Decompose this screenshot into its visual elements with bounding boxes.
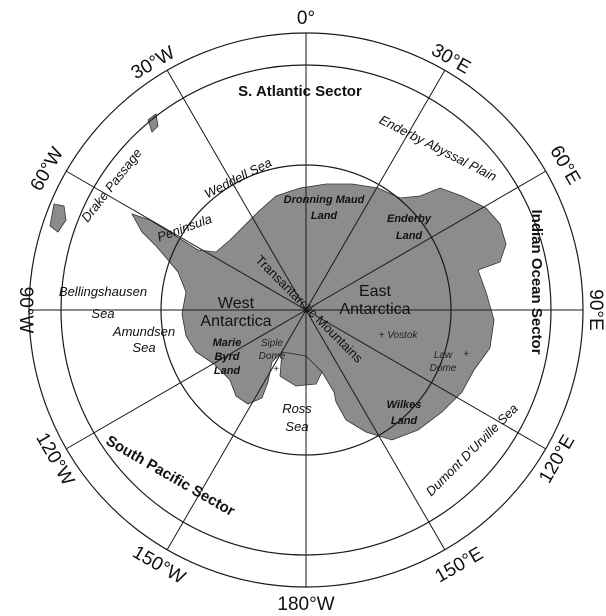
sector-indian: Indian Ocean Sector — [528, 209, 545, 354]
label-west-antarctica: Antarctica — [200, 313, 271, 330]
label-law: Law — [434, 350, 453, 361]
meridians — [29, 33, 583, 587]
meridian-30w — [166, 69, 307, 311]
label-ross-sea: Sea — [285, 419, 308, 434]
label-law-dome: Dome — [430, 363, 457, 374]
label-west: West — [218, 295, 255, 312]
south-america-tip — [147, 113, 159, 133]
meridian-60e — [305, 170, 547, 311]
label-enderby-abyssal-plain: Enderby Abyssal Plain — [377, 112, 499, 184]
label-siple: Siple — [261, 338, 284, 349]
label-150e: 150°E — [431, 543, 487, 587]
label-enderby-land: Land — [396, 230, 423, 242]
label-bellingshausen-sea: Sea — [91, 306, 114, 321]
label-90w: 90°W — [15, 287, 36, 334]
sector-atlantic: S. Atlantic Sector — [238, 83, 362, 100]
sector-pacific: South Pacific Sector — [103, 432, 238, 520]
label-120w: 120°W — [31, 429, 78, 489]
label-0: 0° — [297, 8, 315, 29]
label-wilkes-land: Land — [391, 415, 418, 427]
label-byrd-land: Land — [214, 365, 241, 377]
label-weddell-sea: Weddell Sea — [202, 155, 274, 202]
label-30e: 30°E — [428, 40, 474, 79]
label-60w: 60°W — [26, 144, 68, 195]
label-ross: Ross — [282, 401, 312, 416]
label-bellingshausen: Bellingshausen — [59, 284, 147, 299]
label-byrd: Byrd — [214, 351, 239, 363]
meridian-150e — [305, 309, 446, 551]
law-dome-marker: + — [463, 349, 469, 360]
label-marie: Marie — [213, 337, 242, 349]
label-east: East — [359, 283, 392, 300]
siple-dome-marker: + — [273, 364, 279, 375]
label-drake-passage: Drake Passage — [78, 146, 145, 225]
label-wilkes: Wilkes — [387, 399, 422, 411]
meridian-60w — [65, 170, 307, 311]
label-enderby: Enderby — [387, 213, 432, 225]
label-dronning-maud-land: Land — [311, 210, 338, 222]
label-180w: 180°W — [277, 594, 334, 615]
label-120e: 120°E — [535, 431, 579, 487]
label-90e: 90°E — [585, 289, 606, 330]
label-150w: 150°W — [129, 542, 189, 589]
label-vostok: + Vostok — [379, 330, 419, 341]
label-amundsen: Amundsen — [112, 324, 175, 339]
meridian-150w — [166, 309, 307, 551]
meridian-30e — [305, 69, 446, 311]
meridian-120e — [305, 309, 547, 450]
label-siple-dome: Dome — [259, 351, 286, 362]
meridian-120w — [65, 309, 307, 450]
label-east-antarctica: Antarctica — [339, 301, 410, 318]
label-amundsen-sea: Sea — [132, 340, 155, 355]
island — [49, 203, 67, 233]
label-dronning-maud: Dronning Maud — [284, 194, 365, 206]
